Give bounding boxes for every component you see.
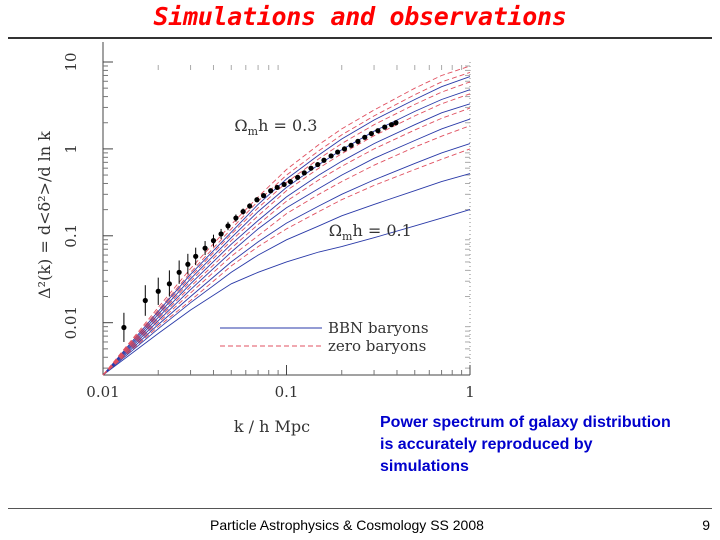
data-point [185,261,191,267]
chart-curves [102,65,471,376]
data-point [388,122,395,128]
zero-baryon-curve [102,125,471,376]
data-point [335,149,341,155]
data-point [382,124,388,130]
data-point [155,288,161,294]
data-point [233,215,239,221]
data-point [321,157,327,163]
data-point [166,281,172,287]
zero-baryon-curve [102,71,471,376]
footer-divider [8,508,712,509]
bbn-baryon-curve [102,76,471,376]
data-point [240,208,246,215]
legend-label: zero baryons [328,337,426,355]
x-axis-label: k / h Mpc [234,417,310,436]
bbn-baryon-curve [102,173,471,376]
data-point [348,142,354,148]
data-point [308,165,314,171]
y-tick-label: 0.1 [62,224,80,248]
data-point [176,269,182,275]
data-point [218,231,224,237]
y-tick-label: 10 [62,52,80,71]
y-axis-label: Δ²(k) = d<δ²>/d ln k [35,131,54,299]
x-tick-label: 1 [465,383,475,401]
data-point [225,223,231,229]
data-point [295,174,301,180]
legend-label: BBN baryons [328,319,429,337]
data-point [274,184,280,191]
data-point [328,153,334,159]
data-point [301,170,307,176]
data-point [393,120,399,126]
x-tick-label: 0.01 [86,383,119,401]
title-divider [8,37,712,39]
y-tick-label: 0.01 [62,306,80,339]
zero-baryon-curve [102,148,471,376]
data-point [247,203,253,209]
omega-annotation: Ωmh = 0.1 [329,221,412,243]
bbn-baryon-curve [102,89,471,376]
data-point [368,130,374,137]
data-point [121,324,127,331]
x-tick-label: 0.1 [275,383,299,401]
data-point [355,138,361,144]
bbn-baryon-curve [102,103,471,376]
data-point [142,297,148,304]
bbn-baryon-curve [102,209,471,376]
zero-baryon-curve [102,93,471,376]
chart-labels: 0.01 0.1 1 0.01 0.1 1 10 k / h Mpc Δ²(k) = d<δ²>… [35,52,475,436]
data-point [210,238,217,244]
bbn-baryon-curve [102,118,471,376]
data-point [268,188,274,194]
data-point [287,179,293,185]
data-point [375,128,381,134]
slide-title: Simulations and observations [153,2,567,31]
zero-baryon-curve [102,81,471,376]
data-point [362,134,368,140]
data-point [254,197,260,203]
zero-baryon-curve [102,107,471,376]
data-point [315,161,321,168]
footer-text: Particle Astrophysics & Cosmology SS 200… [210,517,484,533]
omega-annotation: Ωmh = 0.3 [234,116,317,138]
data-point [193,253,199,259]
page-number: 9 [702,517,710,533]
bbn-baryon-curve [102,143,471,376]
data-point [281,181,287,188]
chart-data-points [121,120,399,342]
data-point [341,146,348,152]
zero-baryon-curve [102,65,471,376]
y-tick-label: 1 [62,144,80,154]
data-point [202,245,208,251]
data-point [260,193,267,199]
slide-caption: Power spectrum of galaxy distribution is… [380,414,671,475]
chart-frame [102,42,471,376]
